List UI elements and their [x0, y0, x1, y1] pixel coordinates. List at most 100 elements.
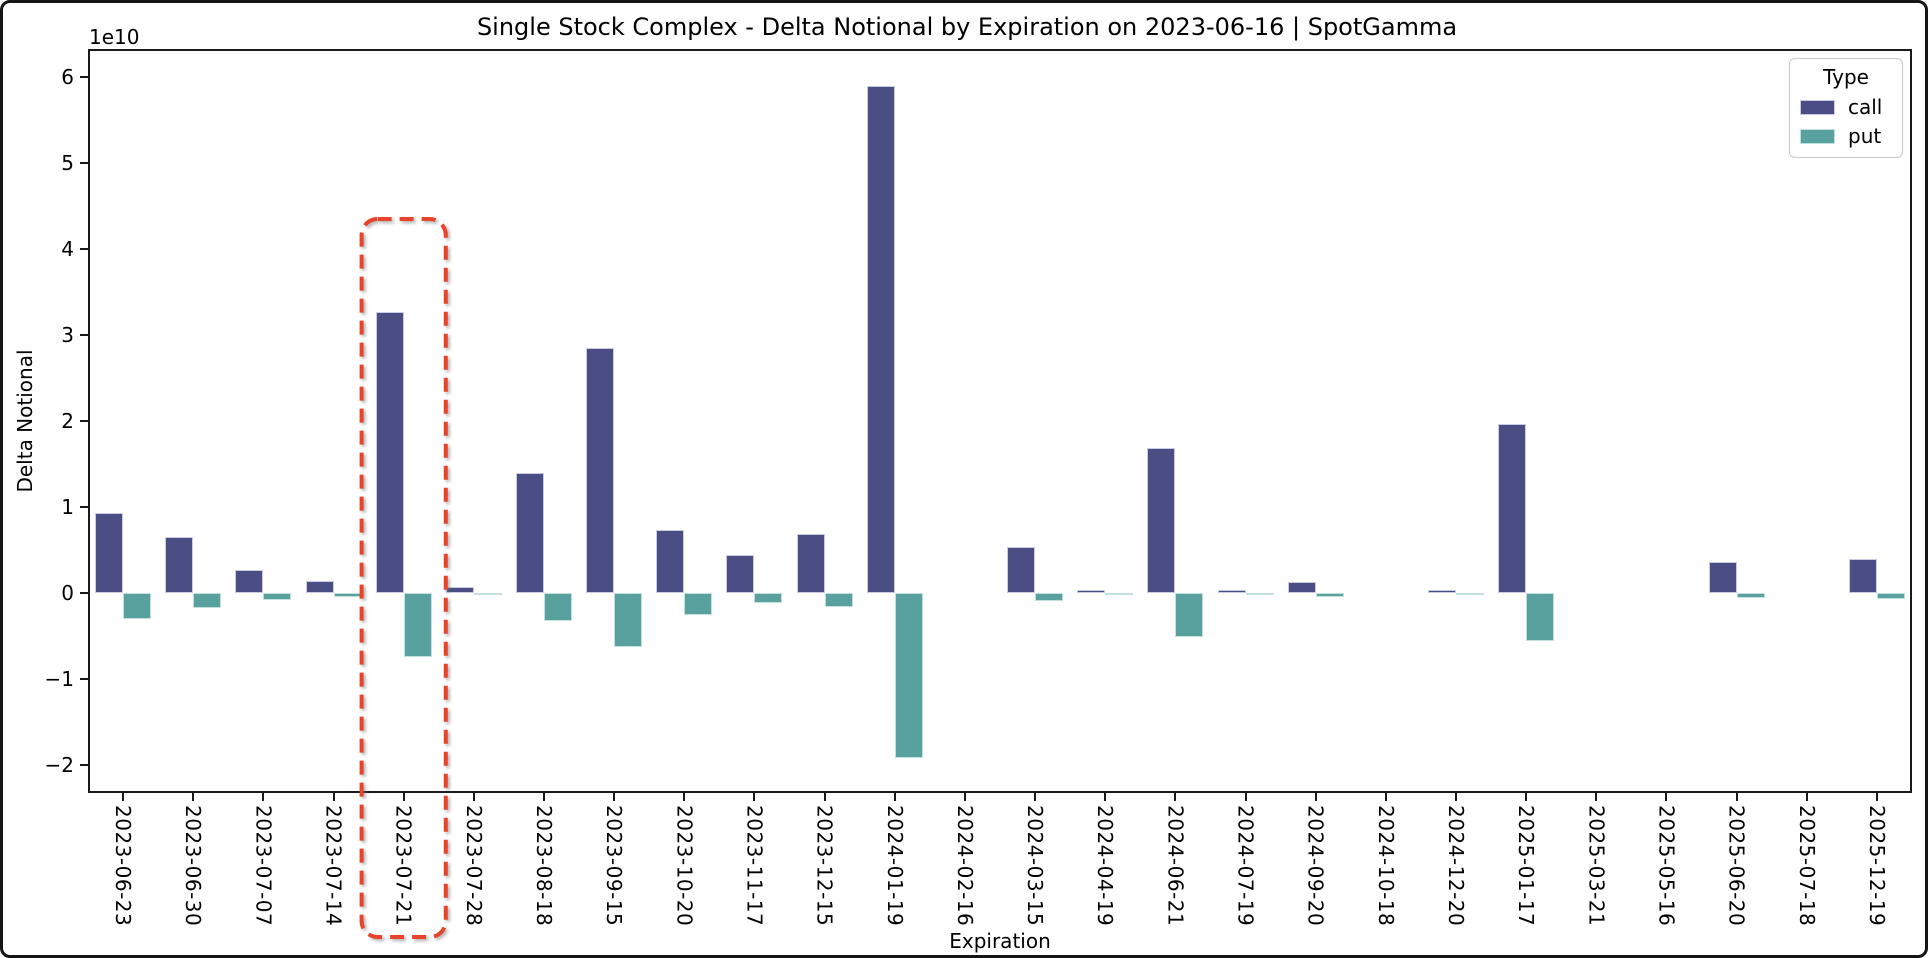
y-tick-label: 1 — [61, 494, 74, 519]
call-bar — [1147, 448, 1176, 593]
x-tick-label: 2024-07-19 — [1233, 805, 1258, 927]
call-bar — [1007, 547, 1036, 593]
x-axis-label: Expiration — [949, 929, 1051, 953]
put-bar — [1876, 592, 1905, 599]
y-tick-mark — [80, 334, 88, 337]
legend-entry-put: put — [1800, 124, 1892, 148]
put-bar — [824, 592, 853, 608]
x-tick-label: 2023-07-28 — [461, 805, 486, 927]
x-tick-label: 2024-02-16 — [952, 805, 977, 927]
x-tick-mark — [332, 793, 335, 801]
x-tick-mark — [1104, 793, 1107, 801]
x-tick-label: 2024-12-20 — [1444, 805, 1468, 927]
x-tick-mark — [1665, 793, 1668, 801]
legend-entry-call: call — [1800, 95, 1892, 119]
call-bar — [1077, 590, 1106, 593]
y-tick-mark — [80, 505, 88, 508]
put-bar — [473, 592, 502, 596]
call-bar — [165, 536, 194, 593]
y-tick-label: 2 — [61, 409, 74, 433]
x-tick-label: 2024-03-15 — [1023, 805, 1048, 927]
x-tick-mark — [192, 793, 195, 801]
put-bar — [1035, 592, 1064, 602]
call-bar — [866, 85, 895, 593]
put-bar — [263, 592, 292, 600]
put-bar — [1175, 592, 1204, 638]
legend-swatch-call — [1800, 99, 1835, 115]
legend-swatch-put — [1800, 128, 1835, 144]
call-bar — [305, 580, 334, 593]
x-tick-mark — [823, 793, 826, 801]
x-tick-mark — [1805, 793, 1808, 801]
x-tick-mark — [753, 793, 756, 801]
legend-title: Type — [1823, 65, 1869, 89]
y-tick-mark — [80, 763, 88, 766]
x-tick-label: 2024-09-20 — [1303, 805, 1328, 927]
call-bar — [1287, 581, 1316, 593]
put-bar — [544, 592, 572, 622]
call-bar — [235, 569, 264, 593]
x-tick-label: 2023-11-17 — [742, 805, 767, 927]
x-tick-label: 2023-08-18 — [532, 805, 556, 927]
y-tick-label: 3 — [61, 323, 74, 348]
x-tick-mark — [1174, 793, 1177, 801]
x-tick-label: 2023-12-15 — [812, 805, 837, 927]
y-tick-label: −2 — [44, 752, 74, 777]
legend-label-call: call — [1848, 95, 1883, 119]
x-tick-mark — [543, 793, 545, 801]
call-bar — [445, 586, 474, 593]
put-bar — [333, 592, 362, 598]
x-tick-label: 2023-06-23 — [111, 805, 136, 927]
put-bar — [1736, 592, 1765, 598]
x-tick-mark — [122, 793, 125, 801]
call-bar — [95, 512, 124, 593]
x-tick-mark — [402, 793, 405, 801]
x-tick-label: 2024-04-19 — [1093, 805, 1118, 927]
x-tick-mark — [893, 793, 896, 801]
x-tick-mark — [472, 793, 475, 801]
x-tick-label: 2023-07-14 — [321, 805, 346, 927]
call-bar — [586, 347, 615, 593]
x-tick-mark — [1314, 793, 1317, 801]
x-tick-label: 2023-07-21 — [391, 805, 416, 927]
y-tick-label: 6 — [61, 65, 74, 90]
put-bar — [1456, 592, 1484, 595]
legend-label-put: put — [1848, 124, 1882, 148]
x-tick-label: 2023-07-07 — [251, 805, 276, 927]
put-bar — [123, 592, 152, 620]
x-tick-mark — [963, 793, 966, 801]
y-tick-mark — [80, 76, 88, 79]
x-tick-mark — [1244, 793, 1247, 801]
y-tick-label: 4 — [61, 237, 74, 262]
x-tick-label: 2024-10-18 — [1373, 805, 1398, 927]
chart-title: Single Stock Complex - Delta Notional by… — [476, 13, 1458, 41]
x-tick-mark — [1455, 793, 1457, 801]
x-tick-mark — [1735, 793, 1738, 801]
put-bar — [1245, 592, 1274, 595]
y-tick-mark — [80, 591, 88, 594]
x-tick-label: 2024-06-21 — [1163, 805, 1188, 927]
x-tick-mark — [1525, 793, 1528, 801]
call-bar — [1428, 590, 1456, 593]
y-tick-label: 5 — [61, 151, 74, 176]
y-tick-mark — [80, 248, 88, 251]
x-tick-label: 2023-10-20 — [672, 805, 697, 927]
legend: Type call put — [1789, 58, 1903, 158]
put-bar — [894, 592, 923, 758]
call-bar — [726, 555, 755, 593]
x-tick-label: 2023-06-30 — [181, 805, 206, 927]
x-tick-label: 2025-07-18 — [1794, 805, 1819, 927]
x-tick-mark — [262, 793, 265, 801]
put-bar — [403, 592, 432, 658]
put-bar — [754, 592, 783, 604]
put-bar — [193, 592, 222, 609]
put-bar — [614, 592, 643, 647]
x-tick-mark — [1384, 793, 1387, 801]
call-bar — [656, 530, 685, 593]
x-tick-mark — [1875, 793, 1878, 801]
y-tick-mark — [80, 420, 88, 422]
x-tick-mark — [613, 793, 616, 801]
put-bar — [684, 592, 713, 616]
x-tick-label: 2025-12-19 — [1864, 805, 1889, 927]
